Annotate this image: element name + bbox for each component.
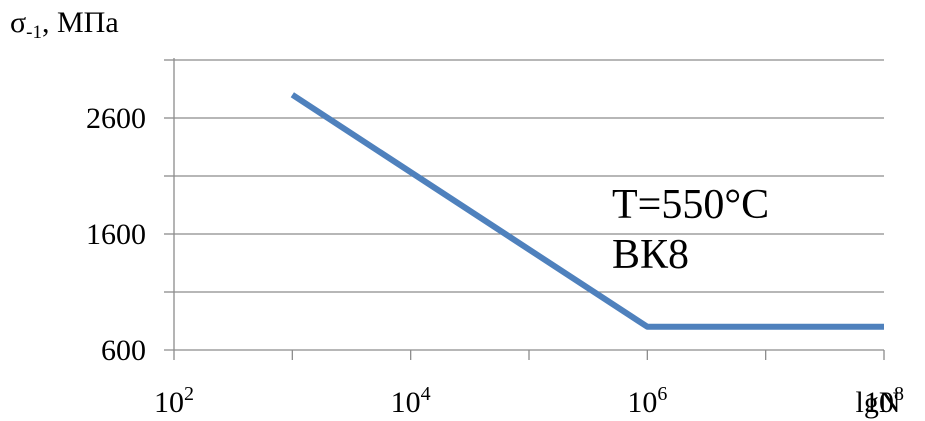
y-tick-label: 2600: [86, 102, 146, 135]
y-axis-symbol: σ: [10, 6, 27, 39]
y-tick-label: 600: [101, 334, 146, 367]
gridlines: [174, 59, 884, 293]
y-axis-label: σ-1, МПа: [10, 6, 119, 44]
series-group: [290, 92, 884, 330]
y-axis-unit: , МПа: [42, 6, 119, 39]
series-line: [290, 92, 884, 330]
x-tick-label: 104: [391, 383, 431, 419]
x-tick-label: 102: [154, 383, 194, 419]
axes: [164, 58, 885, 360]
x-tick-label: 108: [864, 383, 904, 419]
x-tick-label: 106: [627, 383, 667, 419]
x-axis-label: lgN: [856, 386, 901, 419]
y-tick-label: 1600: [86, 218, 146, 251]
annotation-temperature: T=550°C: [612, 182, 769, 228]
y-tick-labels: 600 1600 2600: [86, 102, 146, 367]
y-axis-subscript: -1: [26, 22, 42, 43]
annotation-material: ВК8: [612, 232, 689, 278]
x-tick-labels: 102 104 106 108: [154, 383, 904, 419]
